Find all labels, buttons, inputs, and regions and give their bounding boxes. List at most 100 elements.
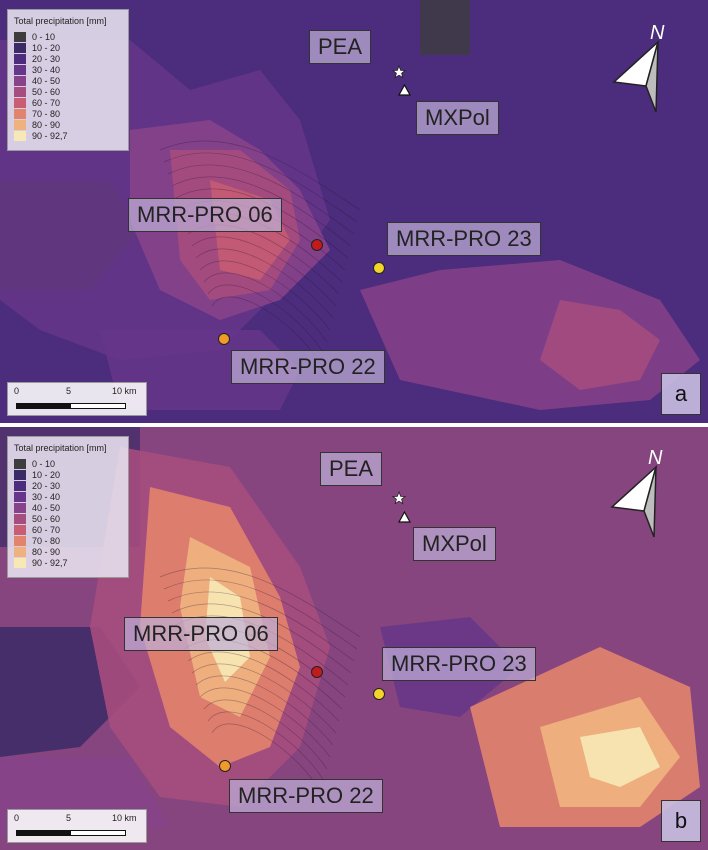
legend-row: 30 - 40 xyxy=(14,64,122,75)
terrain-contour xyxy=(167,164,355,235)
legend-swatch xyxy=(14,469,26,480)
legend-label: 10 - 20 xyxy=(32,469,61,480)
scale-bar: 0 5 10 km xyxy=(7,382,147,416)
legend-swatch xyxy=(14,535,26,546)
precip-zone xyxy=(580,727,660,787)
legend-swatch xyxy=(14,557,26,568)
terrain-contour xyxy=(195,248,334,319)
station-label-mxpol: MXPol xyxy=(416,101,499,135)
legend-row: 90 - 92,7 xyxy=(14,557,122,568)
mrr22-marker-icon xyxy=(218,333,230,345)
legend-label: 0 - 10 xyxy=(32,458,56,469)
legend-label: 50 - 60 xyxy=(32,86,61,97)
terrain-contour xyxy=(171,176,352,247)
pea-star-icon xyxy=(392,491,406,505)
legend-swatch xyxy=(14,480,26,491)
terrain-contour xyxy=(195,675,334,746)
terrain-contour xyxy=(199,687,331,758)
mxpol-triangle-icon xyxy=(398,84,411,96)
station-label-pea: PEA xyxy=(309,30,372,64)
terrain-contour xyxy=(167,591,355,662)
mrr23-marker-icon xyxy=(373,688,385,700)
terrain-contour xyxy=(207,284,325,355)
terrain-contour xyxy=(199,260,331,331)
mrr06-marker-icon xyxy=(311,239,323,251)
scale-label-5: 5 xyxy=(66,386,72,396)
legend-row: 80 - 90 xyxy=(14,119,122,130)
scale-bar-graphic xyxy=(16,403,126,409)
legend-swatch xyxy=(14,491,26,502)
station-label-mrr06: MRR-PRO 06 xyxy=(124,617,278,651)
pea-star-icon xyxy=(392,65,406,79)
legend-row: 0 - 10 xyxy=(14,458,122,469)
legend-swatch xyxy=(14,97,26,108)
legend-label: 70 - 80 xyxy=(32,108,61,119)
mxpol-triangle-icon xyxy=(398,511,411,523)
scale-bar-graphic xyxy=(16,830,126,836)
terrain-contour xyxy=(163,579,358,650)
legend-swatch xyxy=(14,75,26,86)
station-label-mxpol: MXPol xyxy=(413,527,496,561)
legend-row: 20 - 30 xyxy=(14,53,122,64)
legend-row: 20 - 30 xyxy=(14,480,122,491)
legend-label: 40 - 50 xyxy=(32,75,61,86)
terrain-contour xyxy=(171,603,352,674)
legend-label: 30 - 40 xyxy=(32,491,61,502)
station-label-mrr23: MRR-PRO 23 xyxy=(382,647,536,681)
legend-swatch xyxy=(14,53,26,64)
station-label-mrr23: MRR-PRO 23 xyxy=(387,222,541,256)
legend-swatch xyxy=(14,513,26,524)
legend-swatch xyxy=(14,119,26,130)
legend-swatch xyxy=(14,64,26,75)
legend-title: Total precipitation [mm] xyxy=(14,443,107,453)
legend-label: 40 - 50 xyxy=(32,502,61,513)
terrain-contour xyxy=(203,699,328,770)
precip-zone xyxy=(540,300,660,390)
station-label-mrr22: MRR-PRO 22 xyxy=(231,350,385,384)
scale-label-5: 5 xyxy=(66,813,72,823)
legend-row: 60 - 70 xyxy=(14,524,122,535)
legend-rows: 0 - 10 10 - 20 20 - 30 30 - 40 40 - 50 50 - 6… xyxy=(14,31,122,141)
panel-letter: b xyxy=(661,800,701,842)
legend-label: 50 - 60 xyxy=(32,513,61,524)
legend-swatch xyxy=(14,130,26,141)
terrain-contour xyxy=(163,152,358,223)
scale-label-10: 10 km xyxy=(112,386,137,396)
precip-zone xyxy=(420,0,470,55)
legend-swatch xyxy=(14,458,26,469)
legend-label: 90 - 92,7 xyxy=(32,557,68,568)
legend-label: 30 - 40 xyxy=(32,64,61,75)
mrr06-marker-icon xyxy=(311,666,323,678)
scale-label-0: 0 xyxy=(14,386,20,396)
legend: Total precipitation [mm] 0 - 10 10 - 20 20… xyxy=(7,9,129,151)
station-label-mrr22: MRR-PRO 22 xyxy=(229,779,383,813)
legend-rows: 0 - 10 10 - 20 20 - 30 30 - 40 40 - 50 50 - 6… xyxy=(14,458,122,568)
legend-swatch xyxy=(14,524,26,535)
terrain-contour xyxy=(203,272,328,343)
legend-row: 70 - 80 xyxy=(14,535,122,546)
legend-title: Total precipitation [mm] xyxy=(14,16,107,26)
map-panel-a: Total precipitation [mm] 0 - 10 10 - 20 20… xyxy=(0,0,708,423)
legend-row: 10 - 20 xyxy=(14,42,122,53)
legend-row: 0 - 10 xyxy=(14,31,122,42)
terrain-contour xyxy=(159,140,361,211)
legend-row: 60 - 70 xyxy=(14,97,122,108)
terrain-contour xyxy=(159,567,361,638)
mrr22-marker-icon xyxy=(219,760,231,772)
legend-row: 90 - 92,7 xyxy=(14,130,122,141)
north-label: N xyxy=(648,447,663,469)
legend-row: 10 - 20 xyxy=(14,469,122,480)
legend-swatch xyxy=(14,42,26,53)
legend-swatch xyxy=(14,108,26,119)
legend-label: 60 - 70 xyxy=(32,97,61,108)
legend-label: 90 - 92,7 xyxy=(32,130,68,141)
legend-label: 80 - 90 xyxy=(32,546,61,557)
station-label-mrr06: MRR-PRO 06 xyxy=(128,198,282,232)
terrain-contour xyxy=(207,711,325,782)
legend-swatch xyxy=(14,502,26,513)
legend-swatch xyxy=(14,31,26,42)
legend-swatch xyxy=(14,546,26,557)
scale-label-0: 0 xyxy=(14,813,20,823)
scale-bar: 0 5 10 km xyxy=(7,809,147,843)
map-panel-b: Total precipitation [mm] 0 - 10 10 - 20 20… xyxy=(0,427,708,850)
